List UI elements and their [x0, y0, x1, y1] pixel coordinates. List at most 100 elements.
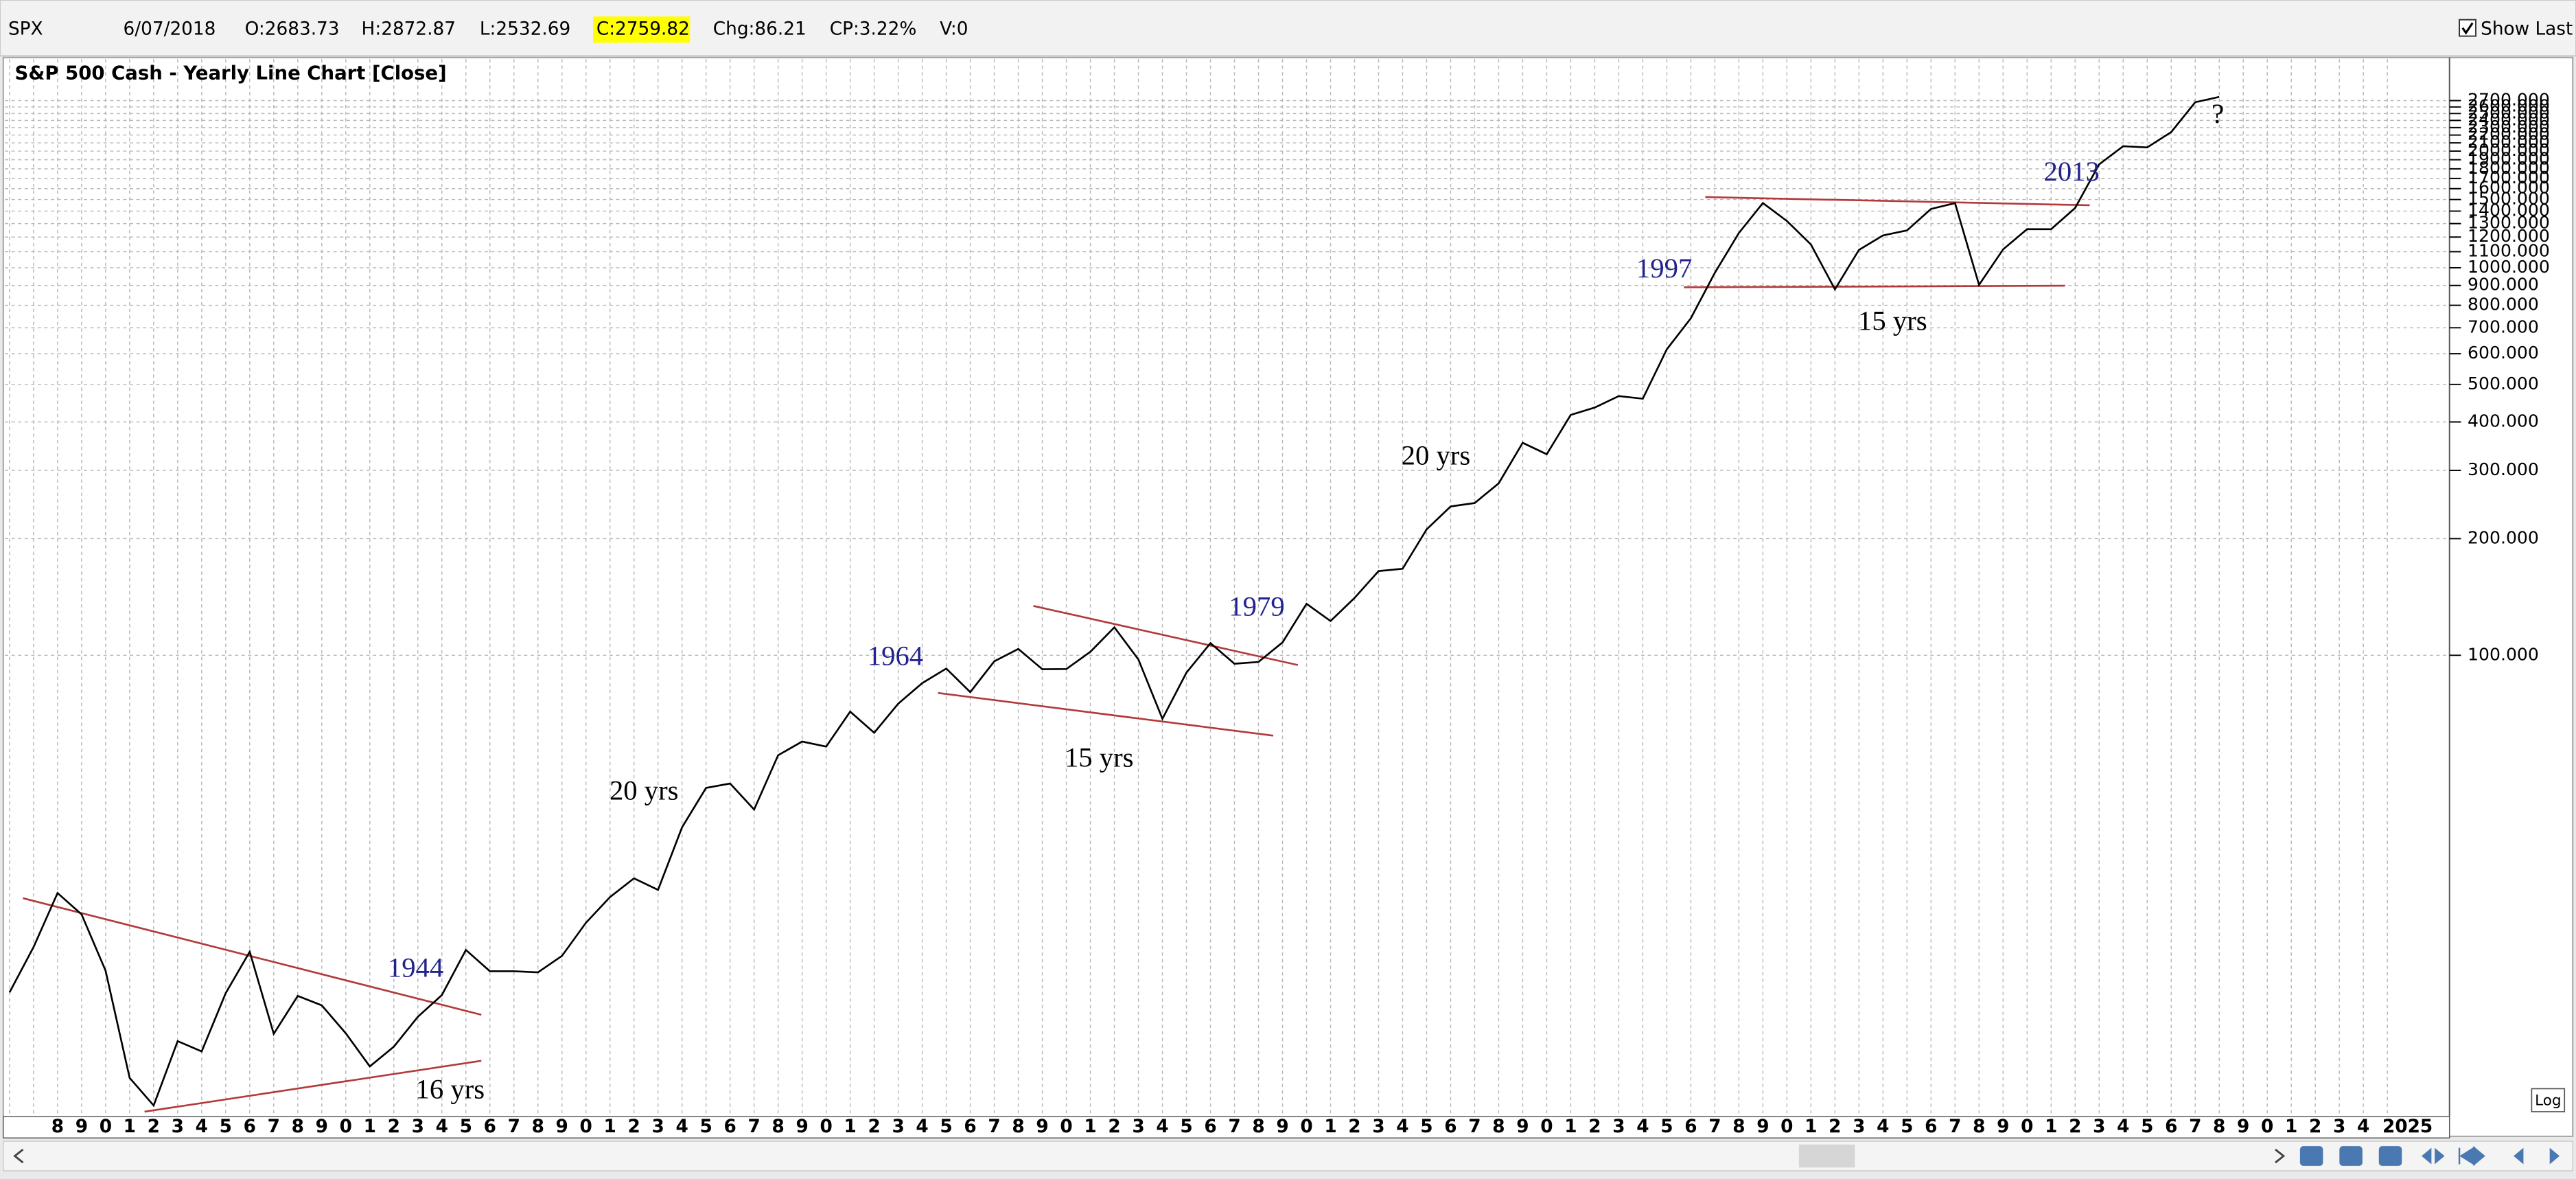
y-tick-label: 600.000	[2468, 343, 2539, 363]
scroll-left[interactable]	[13, 1148, 24, 1164]
log-button[interactable]	[2531, 1088, 2566, 1112]
x-tick-label: 8	[771, 1117, 784, 1137]
x-tick-label: 6	[1684, 1117, 1697, 1137]
annotation: 1997	[1636, 253, 1692, 284]
y-tick-label: 1100.000	[2468, 241, 2550, 261]
grid	[5, 59, 2448, 1117]
x-tick-label: 6	[1925, 1117, 1937, 1137]
y-tick-label: 1400.000	[2468, 200, 2550, 220]
scroll-right[interactable]	[2275, 1148, 2286, 1164]
annotation: 15 yrs	[1065, 742, 1134, 773]
x-tick-label: 9	[796, 1117, 808, 1137]
y-tick-label: 800.000	[2468, 295, 2539, 314]
trendline	[1033, 605, 1299, 666]
x-tick-label: 9	[556, 1117, 568, 1137]
annotation: 2013	[2044, 156, 2100, 187]
x-tick-label: 5	[220, 1117, 232, 1137]
zoom-button[interactable]	[2299, 1146, 2323, 1166]
show-last-checkbox[interactable]	[2459, 19, 2476, 37]
close: C:2759.82	[596, 19, 690, 40]
y-tick-label: 1800.000	[2468, 158, 2550, 178]
open: O:2683.73	[245, 19, 340, 40]
y-tick-label: 2100.000	[2468, 132, 2550, 152]
x-tick-label: 3	[1853, 1117, 1865, 1137]
annotation: 20 yrs	[610, 775, 679, 805]
y-tick-label: 1500.000	[2468, 189, 2550, 209]
x-tick-label: 1	[364, 1117, 376, 1137]
x-tick-label: 2	[1829, 1117, 1841, 1137]
y-tick-label: 1300.000	[2468, 213, 2550, 233]
log-button-label[interactable]: Log	[2535, 1092, 2561, 1109]
checkmark	[2461, 22, 2474, 35]
x-tick-label: 6	[1204, 1117, 1216, 1137]
x-tick-label: 3	[892, 1117, 904, 1137]
trendline	[1684, 284, 2065, 288]
x-tick-label: 2025	[2382, 1117, 2433, 1137]
trendline	[1705, 196, 2090, 207]
annotation: 15 yrs	[1858, 305, 1927, 336]
x-tick-label: 5	[940, 1117, 952, 1137]
x-tick-label: 9	[1516, 1117, 1529, 1137]
y-tick-label: 200.000	[2468, 527, 2539, 547]
trendlines	[23, 196, 2090, 1113]
x-tick-label: 2	[148, 1117, 160, 1137]
x-tick-label: 1	[2045, 1117, 2057, 1137]
x-tick-label: 5	[1660, 1117, 1673, 1137]
y-tick-label: 2300.000	[2468, 117, 2550, 137]
nav-button[interactable]	[2422, 1147, 2445, 1165]
x-tick-label: 1	[124, 1117, 136, 1137]
annotation: 1979	[1229, 591, 1284, 622]
x-tick-label: 0	[1060, 1117, 1072, 1137]
x-tick-label: 7	[268, 1117, 280, 1137]
x-tick-label: 7	[2189, 1117, 2201, 1137]
scrollbar[interactable]	[3, 1141, 2573, 1171]
x-tick-label: 2	[388, 1117, 400, 1137]
chart-title: S&P 500 Cash - Yearly Line Chart [Close]	[15, 62, 447, 84]
x-tick-label: 6	[964, 1117, 976, 1137]
show-last-label[interactable]: Show Last	[2481, 19, 2573, 40]
x-tick-label: 2	[1348, 1117, 1360, 1137]
x-tick-label: 3	[412, 1117, 424, 1137]
x-tick-label: 5	[2141, 1117, 2153, 1137]
y-tick-label: 300.000	[2468, 459, 2539, 479]
y-tick-label: 1600.000	[2468, 178, 2550, 198]
x-tick-label: 1	[2285, 1117, 2297, 1137]
symbol: SPX	[8, 19, 43, 40]
x-tick-label: 2	[1588, 1117, 1601, 1137]
x-tick-label: 2	[1108, 1117, 1120, 1137]
x-tick-label: 4	[2117, 1117, 2129, 1137]
x-tick-label: 2	[628, 1117, 640, 1137]
nav-button[interactable]	[2549, 1147, 2560, 1165]
x-tick-label: 3	[172, 1117, 184, 1137]
x-tick-label: 7	[1708, 1117, 1721, 1137]
x-tick-label: 7	[1468, 1117, 1481, 1137]
x-tick-label: 5	[700, 1117, 712, 1137]
marks	[8, 95, 2220, 1108]
y-tick-label: 1000.000	[2468, 257, 2550, 277]
x-tick-label: 2	[868, 1117, 880, 1137]
x-tick-label: 6	[484, 1117, 496, 1137]
x-tick-label: 8	[51, 1117, 64, 1137]
volume: V:0	[940, 19, 968, 40]
y-tick-label: 2000.000	[2468, 140, 2550, 160]
y-tick-label: 2500.000	[2468, 102, 2550, 122]
y-tick-label: 400.000	[2468, 411, 2539, 431]
x-tick-label: 8	[1252, 1117, 1264, 1137]
x-tick-label: 0	[340, 1117, 352, 1137]
zoom-button[interactable]	[2339, 1146, 2363, 1166]
x-tick-label: 4	[1396, 1117, 1408, 1137]
x-tick-label: 0	[1780, 1117, 1793, 1137]
trendline	[144, 1060, 482, 1113]
nav-button[interactable]	[2514, 1147, 2524, 1165]
zoom-button[interactable]	[2378, 1146, 2402, 1166]
scroll-thumb[interactable]	[1798, 1144, 1855, 1168]
x-tick-label: 9	[1997, 1117, 2009, 1137]
x-tick-label: 0	[820, 1117, 832, 1137]
nav-button[interactable]	[2458, 1146, 2485, 1167]
x-tick-label: 1	[844, 1117, 856, 1137]
x-tick-label: 0	[2021, 1117, 2033, 1137]
x-tick-label: 8	[1973, 1117, 1985, 1137]
x-tick-label: 5	[1420, 1117, 1432, 1137]
x-tick-label: 7	[508, 1117, 520, 1137]
y-tick-label: 1900.000	[2468, 149, 2550, 169]
